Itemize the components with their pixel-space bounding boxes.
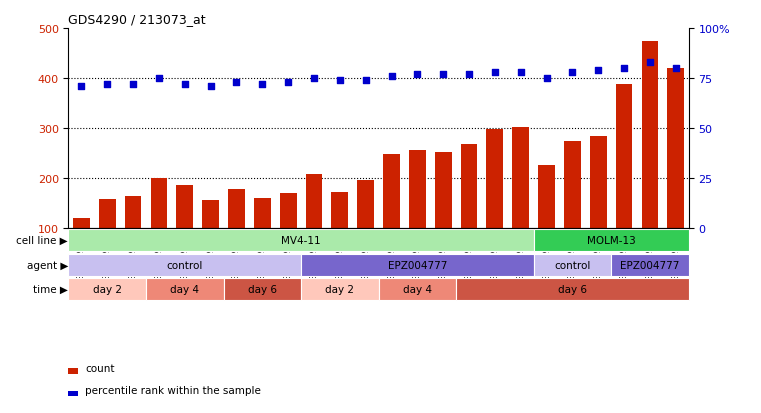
Text: day 6: day 6: [558, 284, 587, 294]
Text: EPZ004777: EPZ004777: [620, 260, 680, 270]
Text: day 4: day 4: [170, 284, 199, 294]
Text: control: control: [554, 260, 591, 270]
Bar: [224, 278, 301, 300]
Bar: [486, 130, 503, 278]
Bar: [306, 175, 323, 278]
Bar: [73, 218, 90, 278]
Point: [256, 81, 269, 88]
Bar: [68, 254, 301, 276]
Point: [411, 71, 423, 78]
Text: day 2: day 2: [326, 284, 355, 294]
Point: [670, 66, 682, 72]
Text: MV4-11: MV4-11: [282, 235, 321, 246]
Bar: [332, 192, 349, 278]
Point: [231, 79, 243, 86]
Bar: [616, 85, 632, 278]
Bar: [642, 43, 658, 278]
Point: [308, 76, 320, 82]
Bar: [68, 230, 533, 252]
Bar: [146, 278, 224, 300]
Bar: [151, 178, 167, 278]
Bar: [99, 199, 116, 278]
Point: [101, 81, 113, 88]
Point: [282, 79, 295, 86]
Text: day 4: day 4: [403, 284, 431, 294]
Bar: [280, 193, 297, 278]
Point: [566, 69, 578, 76]
Bar: [301, 254, 533, 276]
Bar: [301, 278, 379, 300]
Point: [360, 78, 372, 84]
Point: [75, 83, 88, 90]
Point: [618, 66, 630, 72]
Text: control: control: [167, 260, 203, 270]
Bar: [564, 142, 581, 278]
Point: [489, 69, 501, 76]
Point: [385, 74, 397, 80]
Point: [153, 76, 165, 82]
Point: [463, 71, 475, 78]
Bar: [435, 152, 451, 278]
Bar: [512, 128, 529, 278]
Bar: [357, 181, 374, 278]
Bar: [456, 278, 689, 300]
Bar: [202, 201, 219, 278]
Point: [437, 71, 449, 78]
Point: [540, 76, 552, 82]
Bar: [68, 278, 146, 300]
Bar: [611, 254, 689, 276]
Bar: [378, 278, 456, 300]
Bar: [177, 186, 193, 278]
Bar: [383, 154, 400, 278]
Point: [592, 67, 604, 74]
Point: [334, 78, 346, 84]
Bar: [533, 254, 611, 276]
Text: percentile rank within the sample: percentile rank within the sample: [85, 385, 261, 396]
Bar: [409, 151, 425, 278]
Bar: [125, 197, 142, 278]
Text: count: count: [85, 363, 115, 373]
Text: time ▶: time ▶: [33, 284, 68, 294]
Point: [179, 81, 191, 88]
Text: EPZ004777: EPZ004777: [387, 260, 447, 270]
Text: agent ▶: agent ▶: [27, 260, 68, 270]
Point: [127, 81, 139, 88]
Point: [514, 69, 527, 76]
Bar: [538, 166, 555, 278]
Point: [205, 83, 217, 90]
Bar: [460, 145, 477, 278]
Bar: [533, 230, 689, 252]
Bar: [667, 69, 684, 278]
Bar: [590, 137, 607, 278]
Text: day 2: day 2: [93, 284, 122, 294]
Text: cell line ▶: cell line ▶: [16, 235, 68, 246]
Point: [644, 59, 656, 66]
Bar: [254, 198, 271, 278]
Text: GDS4290 / 213073_at: GDS4290 / 213073_at: [68, 13, 206, 26]
Text: day 6: day 6: [248, 284, 277, 294]
Bar: [228, 190, 245, 278]
Text: MOLM-13: MOLM-13: [587, 235, 635, 246]
